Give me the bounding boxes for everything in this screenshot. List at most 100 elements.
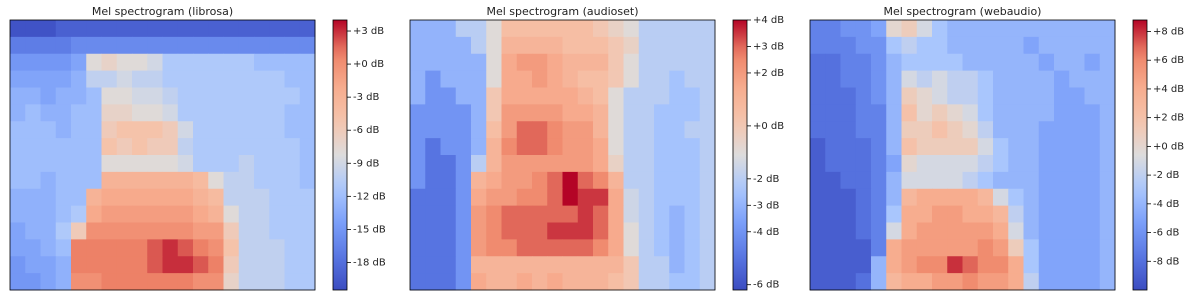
heatmap-cell (1054, 205, 1070, 223)
heatmap-cell (455, 70, 472, 88)
heatmap-cell (254, 36, 270, 55)
heatmap-cell (825, 171, 841, 190)
heatmap-cell (638, 70, 655, 88)
heatmap-cell (638, 256, 655, 274)
heatmap-cell (855, 87, 872, 105)
heatmap-cell (840, 205, 857, 223)
heatmap-cell (269, 222, 285, 240)
heatmap-cell (501, 205, 518, 223)
colorbar-tick-label: +2 dB (1153, 113, 1184, 124)
heatmap-cell (10, 171, 26, 190)
heatmap-cell (669, 205, 685, 223)
heatmap-cell (562, 155, 579, 173)
heatmap-cell (638, 104, 655, 122)
heatmap-cell (993, 36, 1009, 55)
heatmap-cell (254, 171, 270, 190)
heatmap-cell (1099, 155, 1116, 173)
heatmap-cell (55, 171, 72, 190)
heatmap-cell (455, 171, 472, 190)
heatmap-cell (410, 121, 426, 139)
heatmap-cell (1023, 273, 1040, 291)
heatmap-cell (25, 188, 41, 207)
heatmap-cell (269, 239, 285, 257)
colorbar-tick-label: -3 dB (353, 92, 379, 103)
heatmap-cell (208, 20, 224, 38)
heatmap-cell (684, 20, 701, 38)
heatmap-cell (425, 155, 441, 173)
heatmap-cell (116, 273, 133, 291)
heatmap-cell (40, 87, 57, 105)
heatmap-cell (947, 138, 963, 156)
heatmap-cell (1069, 53, 1085, 72)
heatmap-cell (486, 70, 502, 88)
heatmap-cell (299, 20, 316, 38)
heatmap-cell (101, 256, 118, 274)
heatmap-cell (901, 87, 918, 105)
heatmap-cell (871, 205, 887, 223)
heatmap-cell (193, 87, 209, 105)
heatmap-cell (840, 273, 857, 291)
heatmap-cell (562, 138, 579, 156)
heatmap-cell (699, 121, 716, 139)
heatmap-cell (10, 87, 26, 105)
heatmap-cell (177, 53, 194, 72)
heatmap-cell (669, 256, 685, 274)
heatmap-cell (1038, 87, 1055, 105)
heatmap-cell (71, 205, 87, 223)
heatmap-cell (547, 70, 563, 88)
heatmap-cell (684, 256, 701, 274)
heatmap-cell (623, 53, 640, 72)
heatmap-cell (10, 104, 26, 122)
heatmap-cell (916, 138, 933, 156)
heatmap-cell (547, 205, 563, 223)
heatmap-cell (116, 171, 133, 190)
heatmap-cell (608, 256, 624, 274)
heatmap-cell (577, 70, 594, 88)
heatmap-cell (532, 239, 548, 257)
heatmap-cell (871, 155, 887, 173)
heatmap-cell (669, 36, 685, 55)
heatmap-cell (825, 36, 841, 55)
heatmap-cell (901, 155, 918, 173)
heatmap-cell (699, 256, 716, 274)
heatmap-cell (25, 104, 41, 122)
heatmap-cell (410, 155, 426, 173)
heatmap-cell (1038, 138, 1055, 156)
heatmap-cell (410, 138, 426, 156)
heatmap-cell (840, 70, 857, 88)
heatmap-cell (562, 36, 579, 55)
heatmap-cell (871, 121, 887, 139)
heatmap-cell (1008, 222, 1024, 240)
heatmap-cell (916, 273, 933, 291)
heatmap-cell (825, 104, 841, 122)
heatmap-cell (810, 104, 826, 122)
heatmap-cell (638, 53, 655, 72)
heatmap-cell (86, 87, 102, 105)
heatmap-cell (132, 155, 148, 173)
heatmap-cell (1038, 121, 1055, 139)
heatmap-cell (501, 20, 518, 38)
heatmap-cell (254, 87, 270, 105)
heatmap-cell (608, 171, 624, 190)
heatmap-cell (699, 20, 716, 38)
heatmap-cell (55, 53, 72, 72)
heatmap-cell (993, 273, 1009, 291)
heatmap-cell (593, 256, 609, 274)
heatmap-cell (455, 53, 472, 72)
heatmap-cell (410, 239, 426, 257)
heatmap-cell (71, 53, 87, 72)
heatmap-cell (40, 239, 57, 257)
heatmap-cell (1069, 36, 1085, 55)
heatmap-cell (71, 104, 87, 122)
heatmap-cell (577, 121, 594, 139)
heatmap-cell (132, 222, 148, 240)
heatmap-cell (654, 171, 670, 190)
heatmap-cell (101, 273, 118, 291)
heatmap-cell (962, 70, 979, 88)
heatmap-cell (208, 70, 224, 88)
heatmap-cell (284, 205, 301, 223)
heatmap-cell (86, 121, 102, 139)
heatmap-cell (1069, 104, 1085, 122)
heatmap-cell (993, 104, 1009, 122)
heatmap-cell (147, 273, 163, 291)
